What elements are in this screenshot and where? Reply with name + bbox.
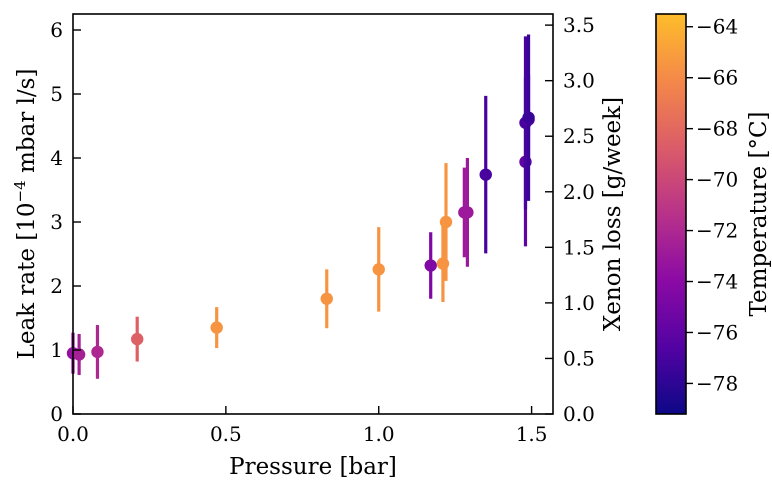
colorbar-tick-label: −72 (696, 219, 738, 243)
colorbar: −64 −66 −68 −70 −72 −74 −76 −78 (655, 13, 738, 415)
y-axis-label: Leak rate [10−4 mbar l/s] (11, 69, 40, 360)
right-y-tick-label: 1.0 (563, 291, 595, 315)
x-tick-label: 1.5 (516, 422, 548, 446)
colorbar-gradient (655, 13, 687, 415)
data-points (66, 34, 535, 379)
colorbar-label: Temperature [°C] (746, 111, 772, 316)
y-axis-label-exponent: −4 (11, 180, 29, 202)
y-axis-label-units: mbar l/s] (14, 69, 40, 181)
y-tick-label: 3 (50, 210, 63, 234)
data-point (522, 111, 535, 124)
y-tick-label: 0 (50, 402, 63, 426)
data-point (131, 332, 144, 346)
colorbar-tick-label: −66 (696, 66, 738, 90)
right-y-tick-label: 0.5 (563, 346, 595, 370)
data-point (424, 259, 437, 272)
colorbar-tick-label: −76 (696, 320, 738, 344)
right-y-tick-label: 2.5 (563, 124, 595, 148)
y-tick-label: 6 (50, 18, 63, 42)
right-y-tick-label: 0.0 (563, 402, 595, 426)
axis-ticks: 0.0 0.5 1.0 1.5 0 1 2 3 4 5 6 0.0 0.5 1.0 1.5 2.0 2.5 3.0… (50, 13, 595, 446)
right-y-axis-label: Xenon loss [g/week] (600, 97, 626, 331)
right-y-tick-label: 3.0 (563, 69, 595, 93)
y-tick-label: 2 (50, 274, 63, 298)
colorbar-tick-label: −78 (696, 371, 738, 395)
y-tick-label: 5 (50, 82, 63, 106)
y-axis-label-main: Leak rate [10 (14, 202, 40, 359)
x-tick-label: 0.0 (57, 422, 89, 446)
data-point (91, 345, 104, 359)
plot-area: 0.0 0.5 1.0 1.5 0 1 2 3 4 5 6 0.0 0.5 1.0 1.5 2.0 2.5 3.0… (50, 13, 595, 446)
colorbar-tick-label: −70 (696, 168, 738, 192)
axes-frame (72, 13, 554, 415)
right-y-tick-label: 2.0 (563, 180, 595, 204)
right-y-tick-label: 3.5 (563, 13, 595, 37)
y-tick-label: 1 (50, 338, 63, 362)
data-point (479, 168, 492, 181)
right-y-tick-label: 1.5 (563, 235, 595, 259)
data-point (439, 215, 453, 229)
colorbar-ticks: −64 −66 −68 −70 −72 −74 −76 −78 (686, 15, 738, 395)
data-point (372, 263, 385, 276)
colorbar-tick-label: −74 (696, 270, 738, 294)
x-tick-label: 1.0 (363, 422, 395, 446)
colorbar-tick-label: −68 (696, 117, 738, 141)
x-axis-label: Pressure [bar] (229, 454, 397, 480)
y-tick-label: 4 (50, 146, 63, 170)
data-point (72, 348, 86, 361)
x-tick-label: 0.5 (210, 422, 242, 446)
data-point (320, 292, 333, 305)
colorbar-tick-label: −64 (696, 15, 738, 39)
data-point (210, 321, 223, 334)
data-point (461, 206, 474, 219)
